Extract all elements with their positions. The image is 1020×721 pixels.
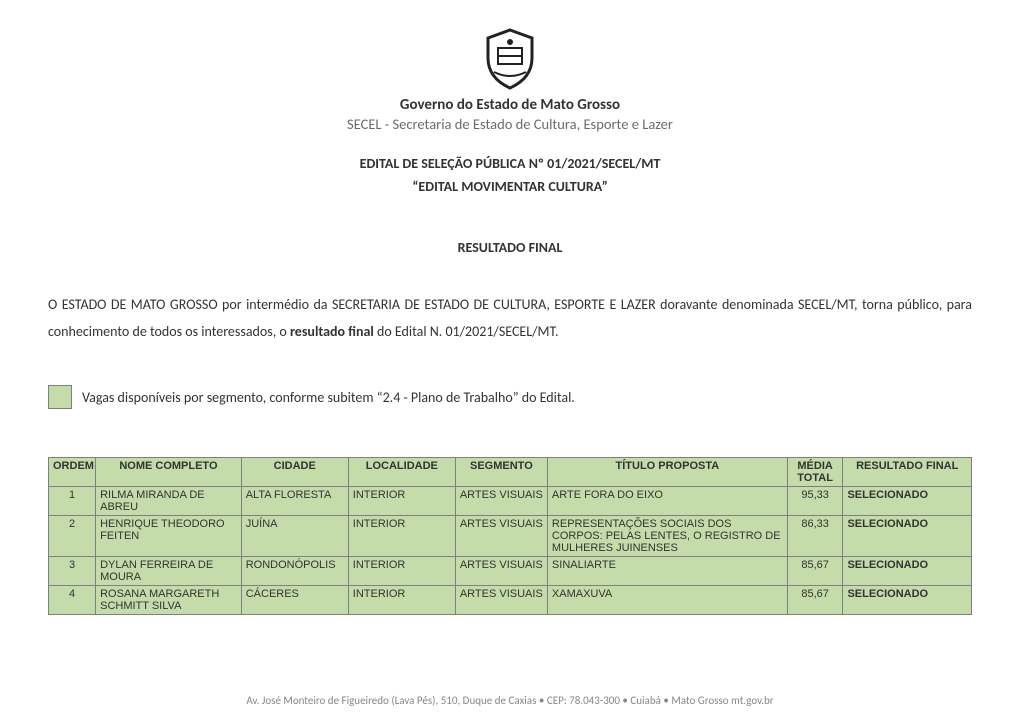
letterhead: Governo do Estado de Mato Grosso SECEL -… [48,28,972,133]
table-cell: 2 [49,516,96,557]
table-cell: INTERIOR [348,586,455,615]
table-row: 4ROSANA MARGARETH SCHMITT SILVACÁCERESIN… [49,586,972,615]
table-cell: INTERIOR [348,516,455,557]
table-cell: 86,33 [787,516,843,557]
gov-subtitle: SECEL - Secretaria de Estado de Cultura,… [48,115,972,133]
table-cell: 1 [49,487,96,516]
table-cell: SELECIONADO [843,557,972,586]
edital-number: EDITAL DE SELEÇÃO PÚBLICA Nº 01/2021/SEC… [48,155,972,172]
table-cell: REPRESENTAÇÕES SOCIAIS DOS CORPOS: PELAS… [547,516,787,557]
legend-swatch [48,385,72,409]
legend-row: Vagas disponíveis por segmento, conforme… [48,385,972,409]
page-footer: Av. José Monteiro de Figueiredo (Lava Pé… [0,694,1020,707]
state-crest-icon [482,28,538,90]
table-cell: SELECIONADO [843,487,972,516]
table-cell: ARTE FORA DO EIXO [547,487,787,516]
edital-name: “EDITAL MOVIMENTAR CULTURA” [48,178,972,195]
th-ordem: ORDEM [49,458,96,487]
legend-text: Vagas disponíveis por segmento, conforme… [82,389,575,406]
th-nome: NOME COMPLETO [96,458,242,487]
table-cell: ARTES VISUAIS [455,557,547,586]
table-cell: XAMAXUVA [547,586,787,615]
intro-text-c: do Edital N. 01/2021/SECEL/MT. [374,323,559,340]
table-row: 1RILMA MIRANDA DE ABREUALTA FLORESTAINTE… [49,487,972,516]
table-cell: ARTES VISUAIS [455,516,547,557]
table-cell: HENRIQUE THEODORO FEITEN [96,516,242,557]
results-table: ORDEM NOME COMPLETO CIDADE LOCALIDADE SE… [48,457,972,615]
table-cell: 95,33 [787,487,843,516]
table-cell: ROSANA MARGARETH SCHMITT SILVA [96,586,242,615]
table-row: 2HENRIQUE THEODORO FEITENJUÍNAINTERIORAR… [49,516,972,557]
page-body: Governo do Estado de Mato Grosso SECEL -… [0,0,1020,675]
table-cell: 4 [49,586,96,615]
table-cell: 85,67 [787,557,843,586]
table-cell: ARTES VISUAIS [455,586,547,615]
table-body: 1RILMA MIRANDA DE ABREUALTA FLORESTAINTE… [49,487,972,615]
table-cell: ARTES VISUAIS [455,487,547,516]
intro-text-bold: resultado final [290,323,374,340]
table-cell: SINALIARTE [547,557,787,586]
th-titulo: TÍTULO PROPOSTA [547,458,787,487]
gov-title: Governo do Estado de Mato Grosso [48,96,972,114]
th-segmento: SEGMENTO [455,458,547,487]
th-media: MÉDIA TOTAL [787,458,843,487]
table-header-row: ORDEM NOME COMPLETO CIDADE LOCALIDADE SE… [49,458,972,487]
th-cidade: CIDADE [241,458,348,487]
th-local: LOCALIDADE [348,458,455,487]
table-cell: RILMA MIRANDA DE ABREU [96,487,242,516]
result-heading: RESULTADO FINAL [48,239,972,256]
table-cell: SELECIONADO [843,586,972,615]
table-cell: ALTA FLORESTA [241,487,348,516]
table-cell: SELECIONADO [843,516,972,557]
table-cell: JUÍNA [241,516,348,557]
table-cell: RONDONÓPOLIS [241,557,348,586]
table-cell: INTERIOR [348,487,455,516]
table-cell: INTERIOR [348,557,455,586]
table-cell: 85,67 [787,586,843,615]
th-result: RESULTADO FINAL [843,458,972,487]
intro-paragraph: O ESTADO DE MATO GROSSO por intermédio d… [48,292,972,345]
table-row: 3DYLAN FERREIRA DE MOURARONDONÓPOLISINTE… [49,557,972,586]
table-cell: 3 [49,557,96,586]
table-cell: DYLAN FERREIRA DE MOURA [96,557,242,586]
table-cell: CÁCERES [241,586,348,615]
